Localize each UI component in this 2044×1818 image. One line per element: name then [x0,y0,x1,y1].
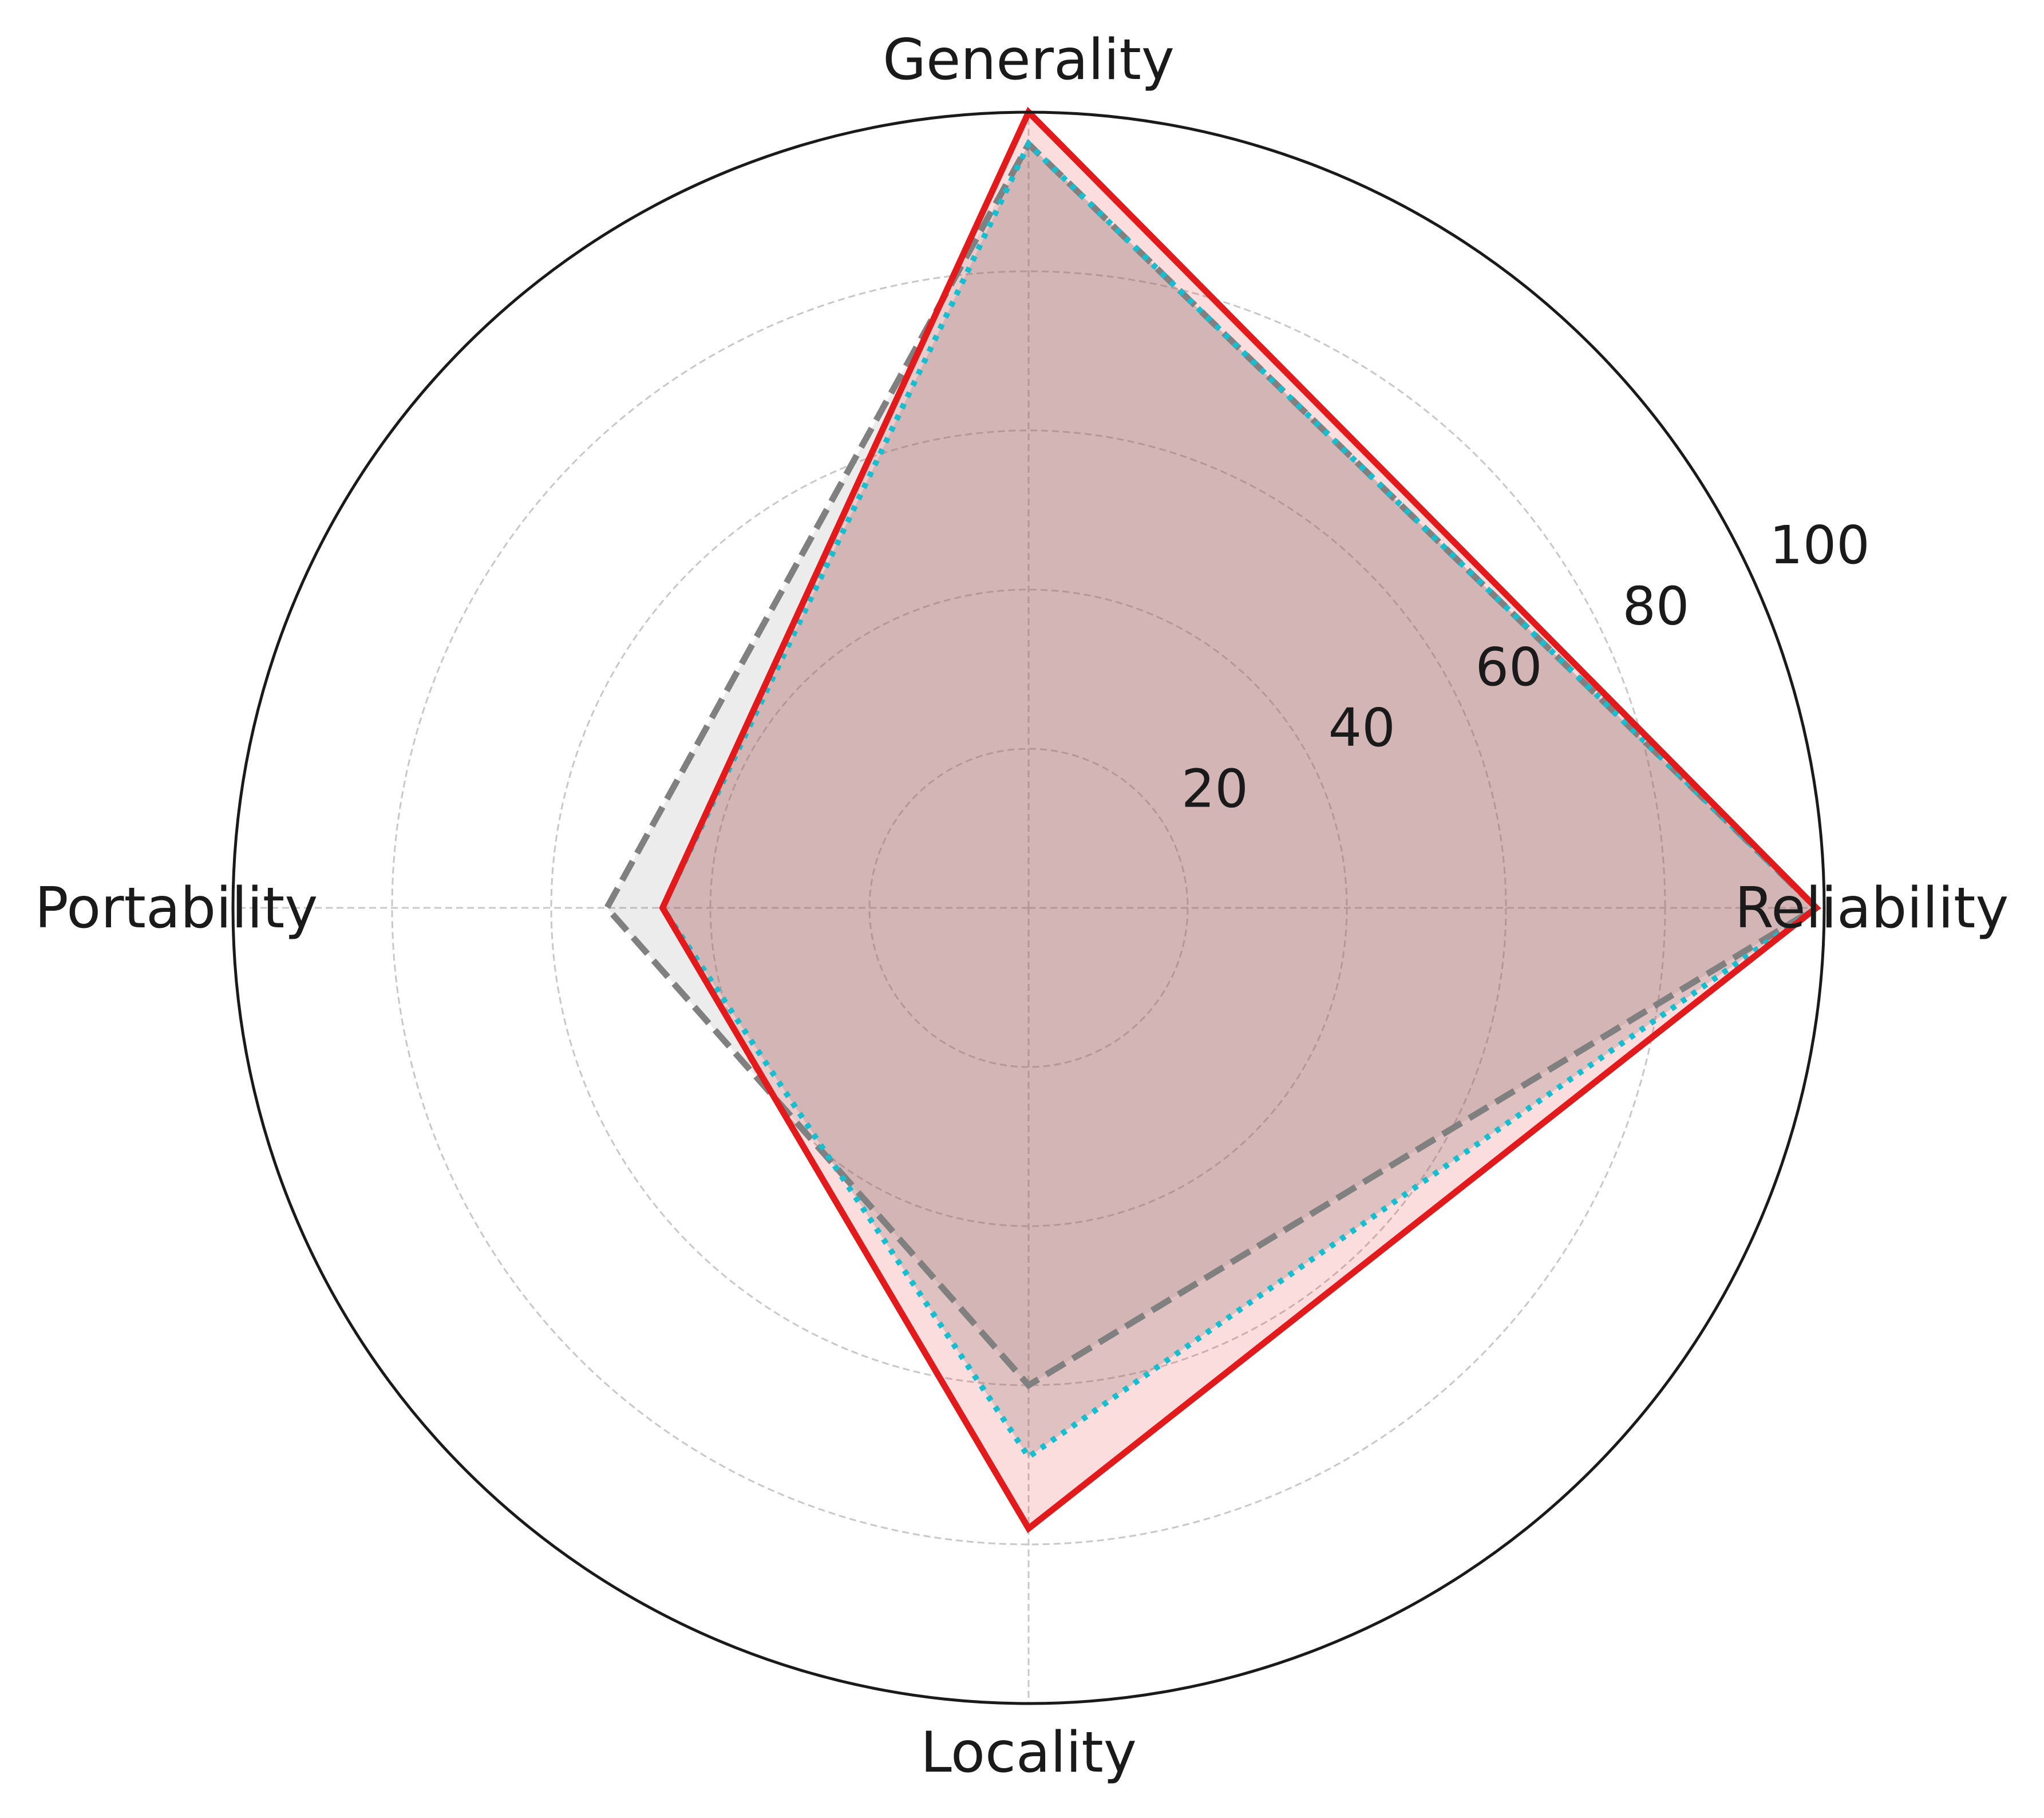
axis-label-reliability: Reliability [1735,876,2009,941]
series-2-fill [662,144,1817,1457]
grid-circle-60 [550,429,1507,1386]
rtick-label-80: 80 [1622,575,1689,637]
grid-layer [233,112,1824,1704]
axis-label-locality: Locality [920,1720,1137,1785]
axis-label-generality: Generality [883,27,1175,93]
label-layer: 20 40 60 80 100 Reliability Generality Locality… [35,27,2009,1785]
series-3-line [659,106,1821,1534]
series-1-fill [607,144,1817,1385]
rtick-label-40: 40 [1329,697,1395,758]
rtick-label-60: 60 [1476,637,1543,698]
frame-layer [231,110,1826,1705]
series-3-fill [662,112,1817,1529]
axis-label-portability: Portability [35,876,318,941]
rtick-label-100: 100 [1769,515,1870,576]
rtick-label-20: 20 [1181,758,1248,820]
series-layer [603,106,1822,1534]
outer-circle [231,110,1826,1705]
